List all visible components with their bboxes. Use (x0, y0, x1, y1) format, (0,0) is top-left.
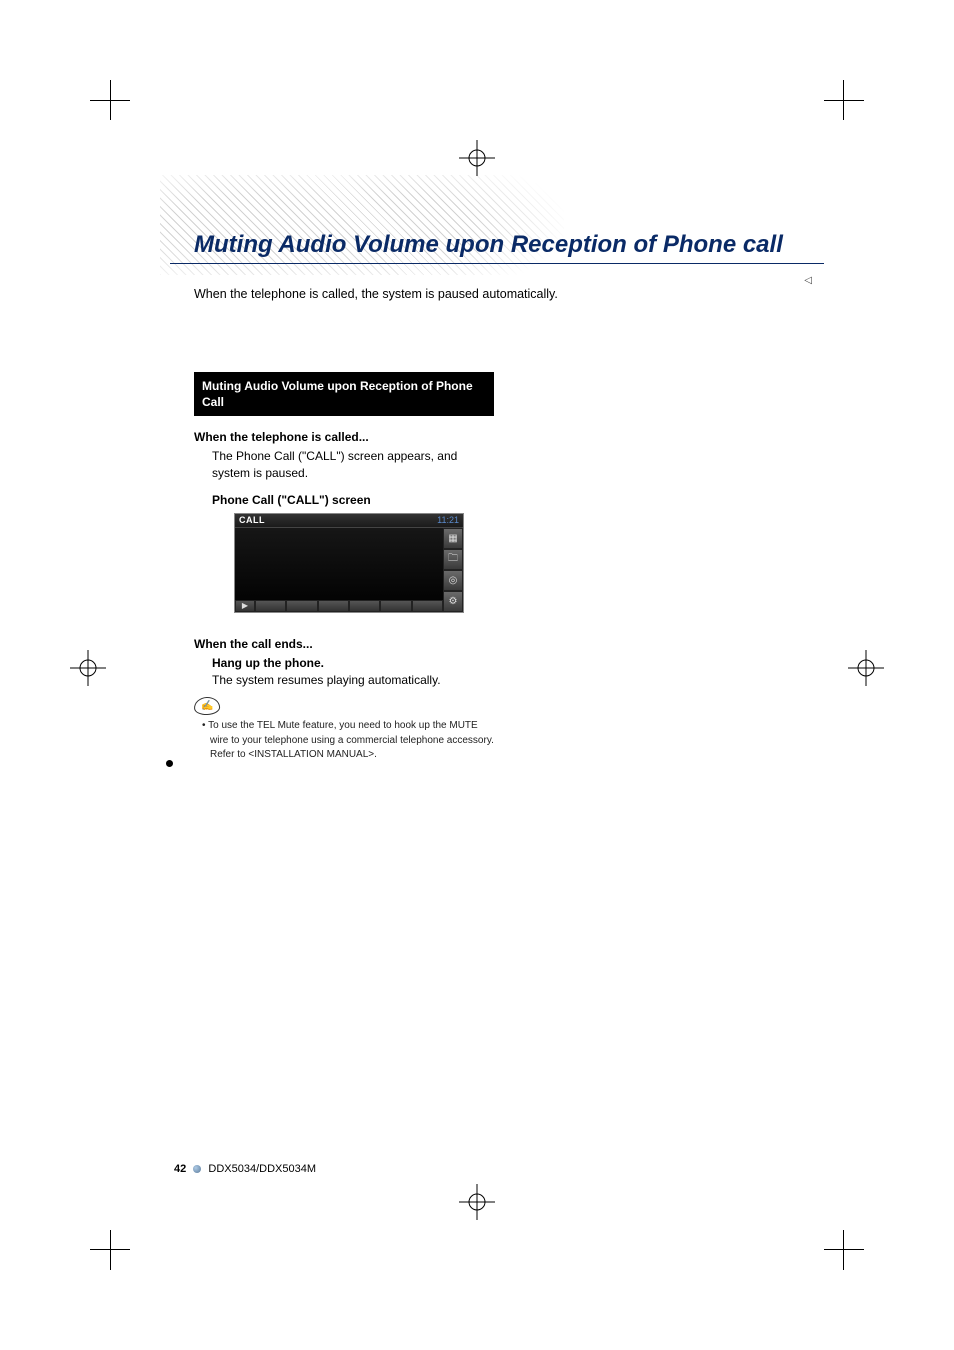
subhead-when-ends: When the call ends... (194, 637, 494, 651)
section-header: Muting Audio Volume upon Reception of Ph… (194, 372, 494, 416)
resume-text: The system resumes playing automatically… (212, 673, 441, 687)
intro-text: When the telephone is called, the system… (194, 286, 824, 304)
grid-icon: ▦ (443, 528, 463, 549)
screen-body: ▦ 🗀 ◎ ⚙ ▶ (235, 528, 463, 612)
bottom-segment (255, 600, 286, 612)
subhead-when-called: When the telephone is called... (194, 430, 494, 444)
screen-bottom-bar: ▶ (235, 600, 443, 612)
crop-mark-top-left (90, 80, 130, 120)
screen-titlebar: CALL 11:21 (235, 514, 463, 528)
crop-mark-top-right (824, 80, 864, 120)
screen-caption: Phone Call ("CALL") screen (212, 493, 494, 507)
content-column: Muting Audio Volume upon Reception of Ph… (194, 372, 494, 763)
gears-icon: ⚙ (443, 591, 463, 612)
bottom-segment (349, 600, 380, 612)
footer-dot-icon (193, 1165, 201, 1173)
bottom-segment (318, 600, 349, 612)
registration-mark-bottom (459, 1184, 495, 1220)
bottom-segment (412, 600, 443, 612)
crop-mark-bottom-right (824, 1230, 864, 1270)
screen-call-label: CALL (239, 515, 265, 525)
note-text: • To use the TEL Mute feature, you need … (202, 719, 494, 763)
screen-clock: 11:21 (437, 515, 459, 525)
crop-mark-bottom-left (90, 1230, 130, 1270)
body-when-ends: Hang up the phone. The system resumes pl… (212, 655, 494, 690)
hand-note-icon: ✍ (194, 697, 221, 716)
folder-icon: 🗀 (443, 549, 463, 570)
registration-mark-right (848, 650, 884, 686)
page-content: Muting Audio Volume upon Reception of Ph… (170, 175, 824, 1175)
page-number: 42 (174, 1163, 186, 1175)
call-screen-illustration: CALL 11:21 ▦ 🗀 ◎ ⚙ ▶ (234, 513, 464, 613)
page-footer: 42 DDX5034/DDX5034M (174, 1163, 316, 1175)
bottom-segment (380, 600, 411, 612)
registration-mark-left (70, 650, 106, 686)
note-body: To use the TEL Mute feature, you need to… (208, 720, 494, 760)
page-title: Muting Audio Volume upon Reception of Ph… (170, 195, 824, 264)
body-when-called: The Phone Call ("CALL") screen appears, … (212, 448, 494, 483)
hang-up-text: Hang up the phone. (212, 655, 494, 672)
disc-icon: ◎ (443, 570, 463, 591)
play-icon: ▶ (235, 600, 255, 612)
footer-model: DDX5034/DDX5034M (208, 1163, 316, 1175)
screen-right-buttons: ▦ 🗀 ◎ ⚙ (443, 528, 463, 612)
bottom-segment (286, 600, 317, 612)
registration-mark-top (459, 140, 495, 176)
